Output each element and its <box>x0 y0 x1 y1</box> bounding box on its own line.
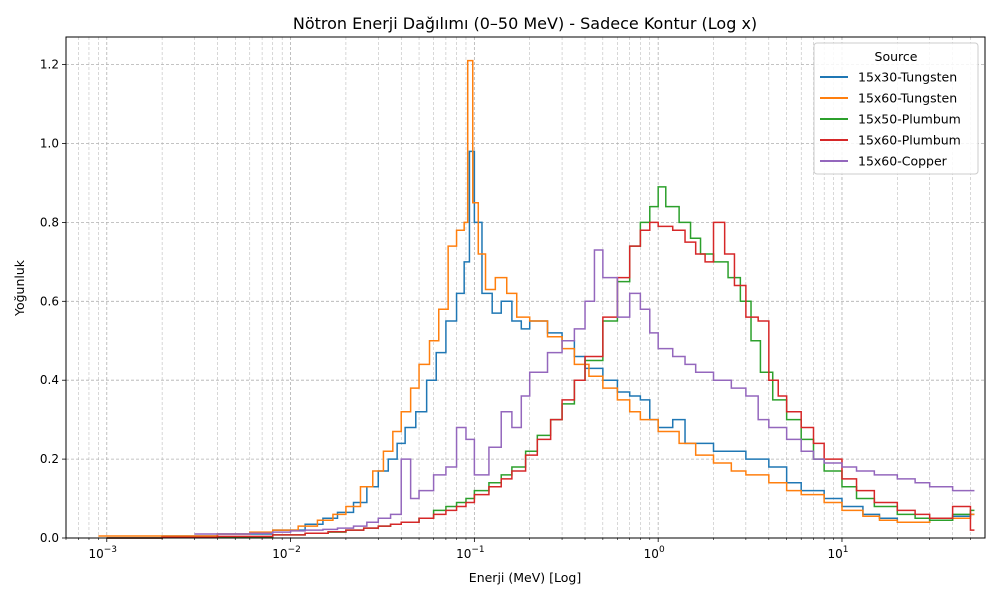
legend-items: 15x30-Tungsten 15x60-Tungsten 15x50-Plumbu… <box>820 70 961 169</box>
legend-label: 15x60-Tungsten <box>858 91 957 106</box>
legend-label: 15x50-Plumbum <box>858 112 961 127</box>
legend-item: 15x60-Copper <box>820 154 948 169</box>
y-tick-label: 0.6 <box>40 294 59 308</box>
legend-item: 15x60-Plumbum <box>820 133 961 148</box>
y-tick-label: 0.2 <box>40 452 59 466</box>
plot-frame <box>65 36 986 539</box>
legend-item: 15x30-Tungsten <box>820 70 957 85</box>
x-tick-label: 101 <box>827 545 848 561</box>
y-tick-label: 0.4 <box>40 373 59 387</box>
chart-title: Nötron Enerji Dağılımı (0–50 MeV) - Sade… <box>293 14 757 33</box>
y-tick-label: 0.0 <box>40 531 59 545</box>
x-tick-label: 100 <box>644 545 665 561</box>
x-axis-label: Enerji (MeV) [Log] <box>469 570 581 585</box>
series-line-5 <box>194 249 975 535</box>
x-tick-label: 10−2 <box>272 545 301 561</box>
legend-label: 15x60-Plumbum <box>858 133 961 148</box>
series-layer <box>98 59 975 539</box>
y-tick-label: 1.0 <box>40 137 59 151</box>
y-tick-label: 1.2 <box>40 58 59 72</box>
series-line-2 <box>98 59 975 537</box>
legend-label: 15x60-Copper <box>858 154 948 169</box>
axes: 10−3 10−2 10−1 100 101 0.0 0.2 0.4 0.6 0.8 1.0 1.2 <box>40 58 971 561</box>
legend-item: 15x60-Tungsten <box>820 91 957 106</box>
y-axis-label: Yoğunluk <box>12 259 27 317</box>
legend-title: Source <box>875 49 918 64</box>
legend: Source 15x30-Tungsten 15x60-Tungsten 15x50… <box>813 42 979 175</box>
legend-item: 15x50-Plumbum <box>820 112 961 127</box>
x-tick-label: 10−1 <box>456 545 485 561</box>
x-tick-label: 10−3 <box>88 545 117 561</box>
y-tick-label: 0.8 <box>40 215 59 229</box>
series-line-4 <box>106 221 975 539</box>
legend-box <box>813 42 979 175</box>
legend-label: 15x30-Tungsten <box>858 70 957 85</box>
